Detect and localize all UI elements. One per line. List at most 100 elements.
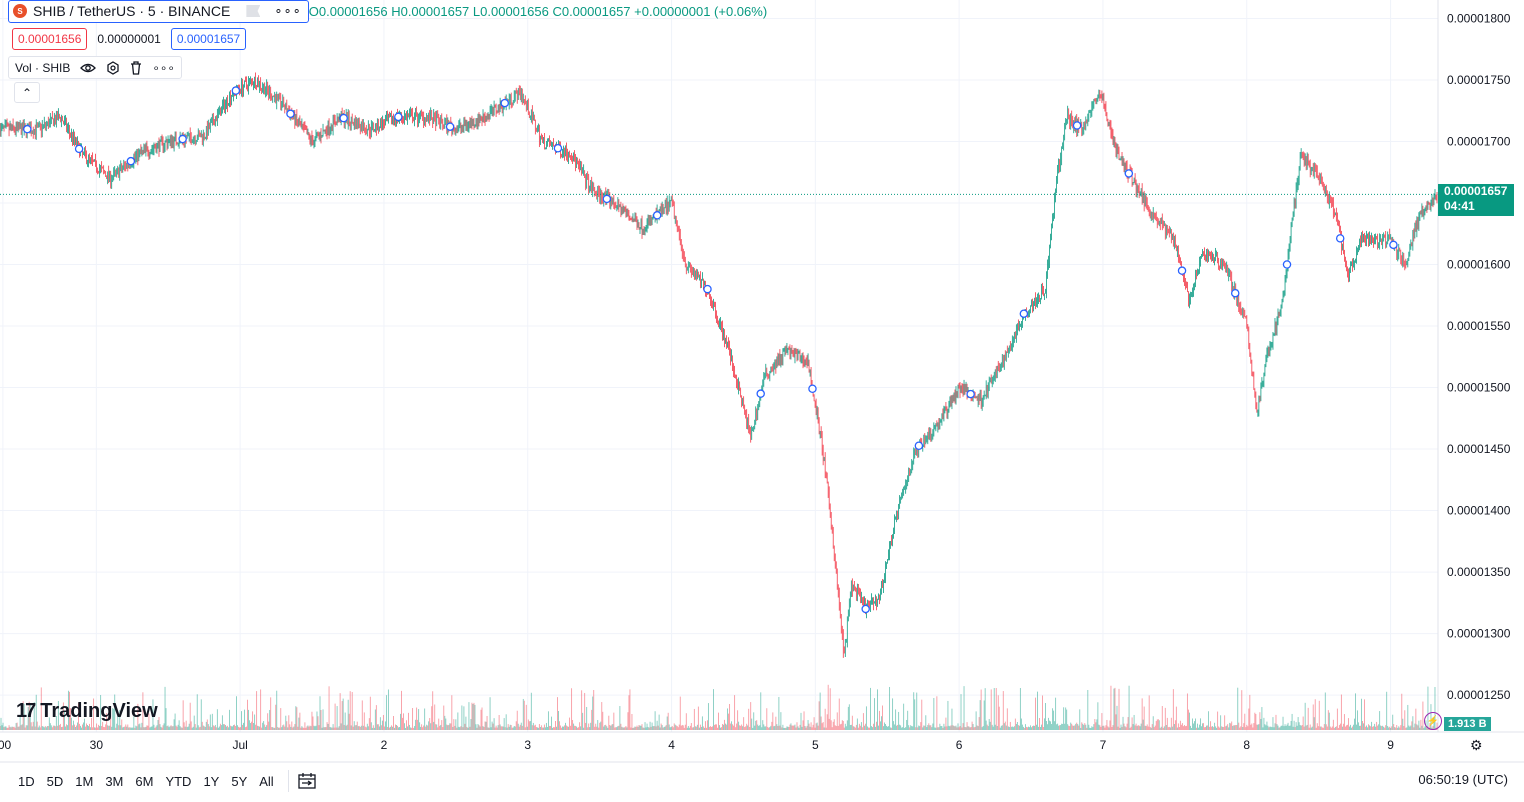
timeframe-5d[interactable]: 5D	[46, 773, 64, 789]
event-marker[interactable]	[652, 211, 662, 220]
last-price-tag: 0.00001657 04:41	[1438, 184, 1514, 216]
time-tick-label: 30	[90, 738, 104, 752]
event-marker[interactable]	[1019, 309, 1029, 318]
tradingview-wordmark: TradingView	[40, 700, 158, 722]
time-tick-label: 4	[668, 738, 675, 752]
price-axis[interactable]: 0.000018000.000017500.000017000.00001650…	[1447, 11, 1511, 702]
time-tick-label: 7	[1100, 738, 1107, 752]
eye-icon[interactable]	[80, 62, 97, 74]
event-marker[interactable]	[23, 124, 32, 134]
sell-button[interactable]: 0.00001656	[12, 28, 88, 50]
price-tick-label: 0.00001300	[1447, 627, 1511, 641]
time-tick-label: 3	[524, 738, 531, 752]
bottom-toolbar: 1D 5D 1M 3M 6M YTD 1Y 5Y All	[0, 764, 1524, 798]
event-marker[interactable]	[126, 156, 136, 166]
event-marker[interactable]	[1124, 169, 1134, 178]
time-tick-label: 5	[812, 738, 819, 752]
more-icon[interactable]: ∘∘∘	[274, 3, 302, 18]
collapse-legend-button[interactable]: ⌃	[14, 82, 40, 103]
symbol-title[interactable]: SHIB / TetherUS · 5 · BINANCE	[33, 3, 231, 19]
price-tick-label: 0.00001550	[1447, 319, 1511, 333]
lightning-icon[interactable]: ⚡	[1424, 712, 1442, 730]
time-tick-label: Jul	[232, 738, 247, 752]
symbol-selector[interactable]: S SHIB / TetherUS · 5 · BINANCE ∘∘∘	[8, 0, 309, 23]
event-marker[interactable]	[602, 194, 612, 204]
event-marker[interactable]	[1230, 288, 1240, 298]
volume-legend[interactable]: Vol · SHIB ∘∘∘	[8, 56, 182, 79]
chart-grid	[0, 0, 1438, 732]
trash-icon[interactable]	[130, 60, 142, 75]
event-marker[interactable]	[914, 441, 924, 451]
flag-icon[interactable]	[246, 5, 261, 17]
event-marker[interactable]	[339, 113, 348, 123]
close-value: C0.00001657	[552, 3, 631, 19]
event-marker[interactable]	[178, 134, 187, 144]
price-tick-label: 0.00001500	[1447, 381, 1511, 395]
event-marker[interactable]	[808, 384, 817, 394]
time-tick-label: :00	[0, 738, 12, 752]
event-marker[interactable]	[1177, 266, 1187, 275]
last-price-value: 0.00001657	[1444, 184, 1508, 198]
timeframe-5y[interactable]: 5Y	[231, 773, 248, 789]
event-marker[interactable]	[703, 284, 712, 294]
event-marker[interactable]	[74, 144, 84, 154]
spread-value: 0.00000001	[97, 32, 161, 46]
low-value: L0.00001656	[472, 3, 549, 19]
tradingview-logo[interactable]: 17 TradingView	[16, 700, 158, 723]
change-value: +0.00000001 (+0.06%)	[634, 3, 768, 19]
event-marker[interactable]	[861, 604, 870, 614]
price-tick-label: 0.00001400	[1447, 504, 1511, 518]
more-icon[interactable]: ∘∘∘	[152, 60, 175, 75]
divider	[287, 770, 289, 792]
event-marker[interactable]	[394, 112, 403, 122]
timeframe-3m[interactable]: 3M	[105, 773, 124, 789]
utc-clock[interactable]: 06:50:19 (UTC)	[1418, 772, 1508, 787]
event-marker[interactable]	[231, 86, 241, 95]
event-marker[interactable]	[1335, 234, 1345, 243]
timeframe-all[interactable]: All	[259, 773, 274, 789]
event-markers	[23, 86, 1398, 614]
time-axis[interactable]: :00 30 Jul 2 3 4 5 6 7 8 9	[0, 738, 1394, 752]
event-marker[interactable]	[1282, 260, 1292, 269]
price-tick-label: 0.00001350	[1447, 565, 1511, 579]
axis-settings-icon[interactable]: ⚙	[1470, 737, 1483, 753]
time-tick-label: 2	[381, 738, 388, 752]
event-marker[interactable]	[1072, 121, 1082, 130]
event-marker[interactable]	[286, 109, 295, 119]
candles	[0, 72, 1439, 658]
time-tick-label: 6	[956, 738, 963, 752]
volume-tag: 1.913 B	[1444, 717, 1491, 731]
price-tick-label: 0.00001600	[1447, 258, 1511, 272]
buy-button[interactable]: 0.00001657	[170, 28, 247, 50]
symbol-legend: S SHIB / TetherUS · 5 · BINANCE ∘∘∘ O0.0…	[8, 0, 767, 23]
event-marker[interactable]	[500, 98, 509, 108]
time-tick-label: 9	[1387, 738, 1394, 752]
open-value: O0.00001656	[308, 3, 388, 19]
event-marker[interactable]	[553, 143, 563, 153]
event-marker[interactable]	[1389, 240, 1398, 250]
settings-icon[interactable]	[106, 60, 120, 75]
timeframe-1m[interactable]: 1M	[75, 773, 94, 789]
timeframe-buttons: 1D 5D 1M 3M 6M YTD 1Y 5Y All	[12, 774, 280, 789]
timeframe-1d[interactable]: 1D	[18, 773, 35, 789]
date-range-icon[interactable]	[297, 772, 317, 790]
time-tick-label: 8	[1243, 738, 1250, 752]
price-tick-label: 0.00001700	[1447, 134, 1511, 148]
price-tick-label: 0.00001450	[1447, 442, 1511, 456]
volume-bars	[0, 684, 1439, 730]
price-tick-label: 0.00001250	[1447, 688, 1511, 702]
event-marker[interactable]	[445, 122, 455, 131]
timeframe-6m[interactable]: 6M	[135, 773, 154, 789]
high-value: H0.00001657	[391, 3, 470, 19]
ohlc-values: O0.00001656 H0.00001657 L0.00001656 C0.0…	[309, 4, 767, 19]
event-marker[interactable]	[966, 389, 975, 399]
shib-coin-icon: S	[13, 4, 27, 18]
trade-buttons: 0.00001656 0.00000001 0.00001657	[12, 28, 247, 50]
timeframe-1y[interactable]: 1Y	[203, 773, 220, 789]
timeframe-ytd[interactable]: YTD	[165, 773, 192, 789]
volume-label: Vol · SHIB	[15, 60, 71, 75]
price-tick-label: 0.00001750	[1447, 73, 1511, 87]
event-marker[interactable]	[756, 389, 765, 398]
tradingview-mark-icon: 17	[16, 700, 36, 722]
